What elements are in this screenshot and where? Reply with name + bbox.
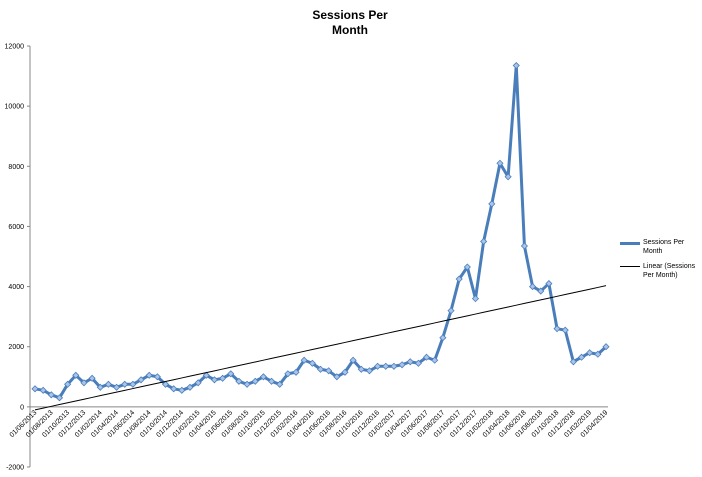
marker xyxy=(292,368,300,376)
marker xyxy=(170,385,178,393)
marker xyxy=(284,370,292,378)
marker xyxy=(219,374,227,382)
legend-swatch xyxy=(620,266,640,267)
marker xyxy=(80,379,88,387)
marker xyxy=(374,362,382,370)
marker xyxy=(447,307,455,315)
marker xyxy=(308,359,316,367)
marker xyxy=(439,334,447,342)
marker xyxy=(594,350,602,358)
y-tick-label: 8000 xyxy=(8,164,24,171)
marker xyxy=(406,358,414,366)
marker xyxy=(414,359,422,367)
marker xyxy=(64,380,72,388)
marker xyxy=(382,362,390,370)
marker xyxy=(316,365,325,373)
marker xyxy=(104,380,112,388)
marker xyxy=(137,376,145,384)
marker xyxy=(153,373,161,381)
y-tick-label: 2000 xyxy=(8,344,24,351)
marker xyxy=(553,325,561,333)
marker xyxy=(210,376,219,384)
marker xyxy=(202,371,210,379)
legend-item: Linear (Sessions Per Month) xyxy=(620,262,702,280)
marker xyxy=(186,383,194,391)
y-tick-label: 4000 xyxy=(8,284,24,291)
marker xyxy=(537,287,545,295)
marker xyxy=(333,373,341,381)
marker xyxy=(357,365,365,373)
marker xyxy=(161,380,170,388)
marker xyxy=(341,368,349,376)
marker xyxy=(194,379,202,387)
marker xyxy=(129,380,137,388)
marker xyxy=(577,353,586,361)
marker xyxy=(72,371,80,379)
marker xyxy=(480,237,488,246)
marker xyxy=(259,373,267,381)
marker xyxy=(267,377,276,385)
marker xyxy=(455,275,463,283)
marker xyxy=(276,380,284,388)
marker xyxy=(178,386,186,394)
marker xyxy=(39,386,47,394)
legend-swatch xyxy=(620,242,640,245)
marker xyxy=(471,295,480,303)
marker xyxy=(520,242,528,250)
y-tick-label: -2000 xyxy=(6,465,24,472)
marker xyxy=(488,200,496,208)
marker xyxy=(47,391,55,399)
marker xyxy=(243,380,251,388)
marker xyxy=(88,374,96,382)
marker xyxy=(31,385,39,393)
marker xyxy=(300,356,308,364)
legend-label: Sessions Per Month xyxy=(643,239,685,255)
marker xyxy=(113,383,121,391)
y-tick-label: 12000 xyxy=(5,44,25,51)
marker xyxy=(145,371,153,379)
y-tick-label: 6000 xyxy=(8,224,24,231)
marker xyxy=(586,349,594,357)
y-tick-label: 10000 xyxy=(5,104,25,111)
marker xyxy=(496,159,504,167)
marker xyxy=(431,356,439,364)
marker xyxy=(561,326,569,334)
marker xyxy=(504,173,512,181)
marker xyxy=(55,394,64,402)
marker xyxy=(325,367,333,375)
marker xyxy=(545,279,553,288)
marker xyxy=(512,61,520,70)
marker xyxy=(602,343,610,351)
marker xyxy=(398,361,406,369)
marker xyxy=(235,377,243,385)
marker xyxy=(121,380,129,388)
marker xyxy=(422,353,431,361)
marker xyxy=(529,283,537,291)
marker xyxy=(349,356,357,364)
marker xyxy=(251,377,259,385)
marker xyxy=(365,367,374,375)
marker xyxy=(390,362,398,370)
y-tick-label: 0 xyxy=(20,404,24,411)
marker xyxy=(96,383,104,391)
chart-title: Sessions Per Month xyxy=(312,8,388,37)
marker xyxy=(569,358,577,366)
series-line xyxy=(34,285,607,411)
legend-label: Linear (Sessions Per Month) xyxy=(643,263,696,279)
marker xyxy=(463,263,471,271)
marker xyxy=(227,370,235,378)
legend-item: Sessions Per Month xyxy=(620,238,702,256)
